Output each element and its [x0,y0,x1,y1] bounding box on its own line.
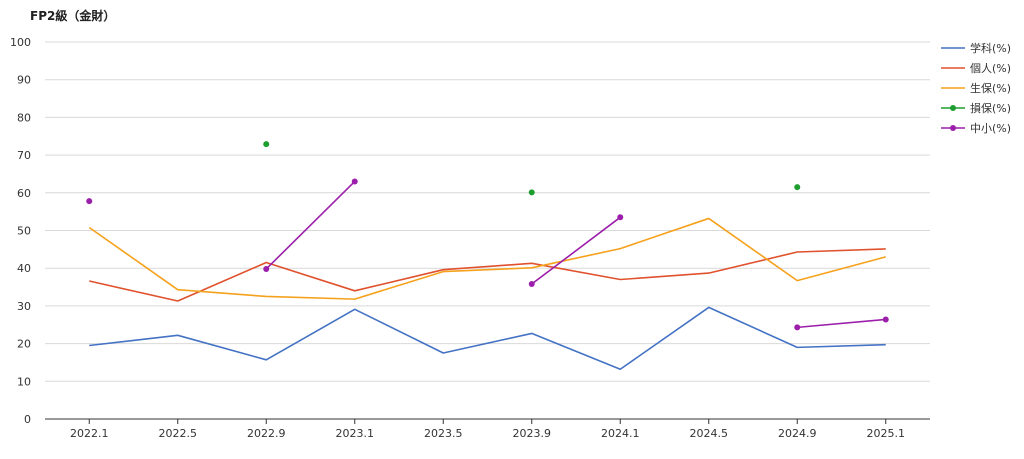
x-tick-label: 2023.9 [513,427,552,440]
x-tick-label: 2022.9 [247,427,286,440]
y-tick-label: 70 [17,149,31,162]
data-point [794,184,801,191]
series-line [88,217,886,300]
series-line [89,248,886,302]
series-2 [89,248,886,302]
x-axis: 2022.1 2022.5 2022.9 2023.1 2023.5 2023.9 2024… [45,418,930,440]
legend-item: 学科(%) [941,41,1011,55]
legend: 学科(%) 個人(%) 生保(%) 損保(%) 中小(%) [941,41,1011,135]
legend-item: 中小(%) [941,122,1011,135]
legend-item: 生保(%) [941,81,1011,95]
series-4 [263,141,801,196]
x-tick-label: 2022.1 [70,427,109,440]
legend-label: 中小(%) [970,122,1011,135]
legend-marker [950,125,956,131]
y-tick-label: 0 [24,413,31,426]
x-tick-label: 2023.1 [336,427,375,440]
legend-marker [950,105,956,111]
series-line [797,318,886,329]
data-point [263,141,270,148]
series-line [531,216,621,285]
y-tick-label: 90 [17,74,31,87]
y-axis: 0 10 20 30 40 50 60 70 80 90 100 [10,36,31,426]
x-tick-label: 2024.5 [690,427,729,440]
y-tick-label: 30 [17,300,31,313]
grid-layer [45,41,930,382]
series-1 [89,306,886,371]
data-point [86,198,93,205]
x-tick-label: 2024.9 [778,427,817,440]
data-point [617,214,624,221]
y-tick-label: 100 [10,36,31,49]
x-tick-label: 2024.1 [601,427,640,440]
legend-item: 損保(%) [941,101,1011,115]
y-tick-label: 10 [17,375,31,388]
legend-label: 生保(%) [970,81,1011,95]
x-tick-label: 2025.1 [867,427,906,440]
data-point [794,324,801,331]
y-tick-label: 60 [17,187,31,200]
chart-title: FP2級（金財） [30,8,115,23]
data-point [528,189,535,196]
legend-item: 個人(%) [941,62,1011,75]
data-point [882,316,889,323]
x-tick-label: 2022.5 [159,427,198,440]
data-point [351,178,358,185]
y-tick-label: 20 [17,338,31,351]
y-tick-label: 80 [17,111,31,124]
y-tick-label: 50 [17,225,31,238]
data-point [263,265,270,272]
series-layer [86,141,889,371]
legend-label: 個人(%) [970,62,1011,75]
legend-label: 学科(%) [970,41,1011,55]
legend-label: 損保(%) [970,101,1011,115]
data-point [528,281,535,288]
y-tick-label: 40 [17,262,31,275]
series-line [265,180,356,270]
x-tick-label: 2023.5 [424,427,463,440]
series-3 [88,217,886,300]
series-line [89,306,886,371]
series-5 [86,178,889,331]
